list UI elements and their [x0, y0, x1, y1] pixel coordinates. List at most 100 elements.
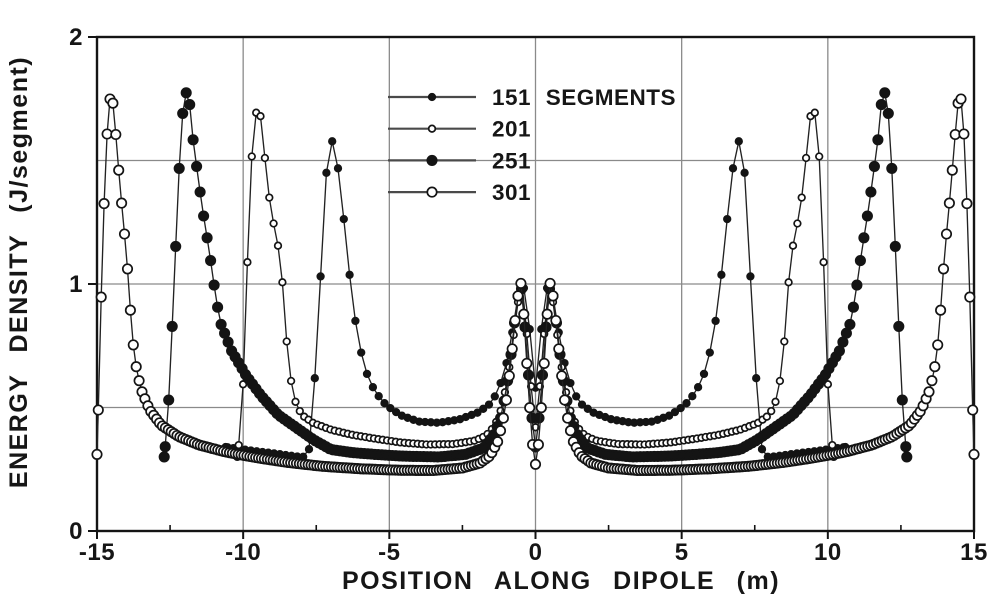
series-151-marker — [490, 392, 499, 401]
series-301-marker — [958, 128, 970, 140]
series-251-marker — [837, 336, 849, 348]
series-151-marker — [740, 168, 749, 177]
series-151-marker — [664, 411, 674, 420]
series-251-marker — [868, 160, 880, 172]
series-301-marker — [968, 448, 980, 460]
series-251-marker — [872, 134, 884, 146]
series-301-marker — [946, 164, 958, 176]
series-201-marker — [801, 153, 811, 163]
series-151-marker — [473, 408, 482, 417]
series-151-marker — [717, 270, 726, 279]
series-301-marker — [500, 394, 512, 406]
series-301-marker — [130, 361, 142, 373]
series-251-marker — [212, 301, 224, 313]
series-301-marker — [98, 198, 110, 210]
series-301-marker — [550, 314, 562, 327]
series-201-marker — [243, 258, 252, 267]
series-301-marker — [91, 448, 103, 460]
series-201-marker — [762, 412, 771, 421]
legend-label-201: 201 — [492, 117, 531, 142]
series-201-marker — [771, 397, 780, 406]
series-151-marker — [304, 445, 314, 454]
series-151-marker — [693, 383, 703, 392]
series-301-marker — [506, 343, 518, 355]
series-251-marker — [163, 394, 175, 406]
series-151-marker — [711, 316, 720, 326]
series-251-marker — [536, 369, 549, 381]
series-251-marker — [219, 327, 231, 339]
series-301-marker — [521, 357, 533, 369]
series-301-marker — [562, 412, 574, 424]
series-301-marker — [932, 339, 944, 351]
series-301-marker — [923, 386, 935, 398]
series-251-marker — [875, 99, 887, 111]
series-251-marker — [893, 320, 905, 332]
series-251-marker — [882, 107, 894, 119]
series-251-marker — [533, 412, 545, 424]
series-201-marker — [793, 219, 802, 228]
series-151-marker — [728, 164, 738, 173]
legend-marker-151 — [427, 92, 437, 102]
series-251-marker — [879, 87, 891, 99]
series-301-marker — [107, 97, 119, 109]
series-301-marker — [553, 343, 565, 355]
series-151-marker — [380, 399, 389, 408]
series-301-marker — [547, 290, 559, 302]
series-151-marker — [734, 137, 743, 146]
series-251-marker — [184, 99, 196, 111]
series-301-marker — [133, 375, 145, 387]
series-251-marker — [208, 279, 220, 291]
series-301-marker — [967, 404, 979, 416]
legend-label-301: 301 — [492, 180, 531, 205]
series-151-marker — [705, 348, 714, 357]
series-301-marker — [497, 412, 509, 424]
x-axis-title: POSITION ALONG DIPOLE (m) — [342, 567, 780, 595]
series-201-marker — [810, 108, 819, 117]
series-201-marker — [286, 376, 296, 386]
series-301-marker — [564, 425, 577, 437]
series-301-marker — [541, 308, 553, 320]
series-251-marker — [166, 320, 178, 332]
series-301-marker — [929, 361, 941, 373]
series-201-marker — [247, 152, 256, 161]
series-251-marker — [191, 160, 203, 172]
series-251-marker — [861, 210, 873, 222]
series-201-marker — [282, 337, 291, 346]
series-151-marker — [577, 400, 587, 409]
x-tick-label: 10 — [814, 539, 842, 566]
series-301-marker — [494, 425, 507, 437]
x-tick-label: 5 — [675, 539, 689, 566]
series-201-marker — [828, 440, 837, 450]
series-201-marker — [780, 337, 789, 346]
series-201-marker — [775, 376, 785, 386]
series-251-marker — [170, 240, 182, 252]
series-251-marker — [173, 162, 185, 174]
series-201-marker — [797, 193, 806, 202]
series-301-marker — [509, 314, 521, 327]
series-251-marker — [180, 87, 192, 99]
series-301-marker — [118, 228, 131, 240]
series-301-marker — [529, 458, 542, 470]
series-301-marker — [95, 291, 107, 303]
series-301-marker — [492, 436, 504, 448]
series-151-marker — [752, 374, 761, 383]
series-301-marker — [92, 404, 104, 416]
series-251-marker — [901, 451, 913, 463]
x-tick-label: -15 — [79, 539, 115, 566]
series-151-marker — [316, 272, 325, 281]
series-251-marker — [858, 232, 870, 244]
legend-marker-251 — [426, 154, 438, 166]
series-201-marker — [278, 278, 287, 287]
series-301-marker — [538, 357, 550, 369]
series-251-marker — [896, 394, 908, 406]
series-301-marker — [943, 197, 955, 209]
legend-marker-201 — [427, 124, 437, 133]
legend-label-151: 151 SEGMENTS — [492, 85, 676, 110]
series-151-marker — [479, 404, 488, 413]
series-151-marker — [670, 407, 680, 417]
series-151-marker — [757, 445, 767, 454]
series-301-marker — [964, 291, 976, 303]
series-301-marker — [935, 304, 947, 316]
